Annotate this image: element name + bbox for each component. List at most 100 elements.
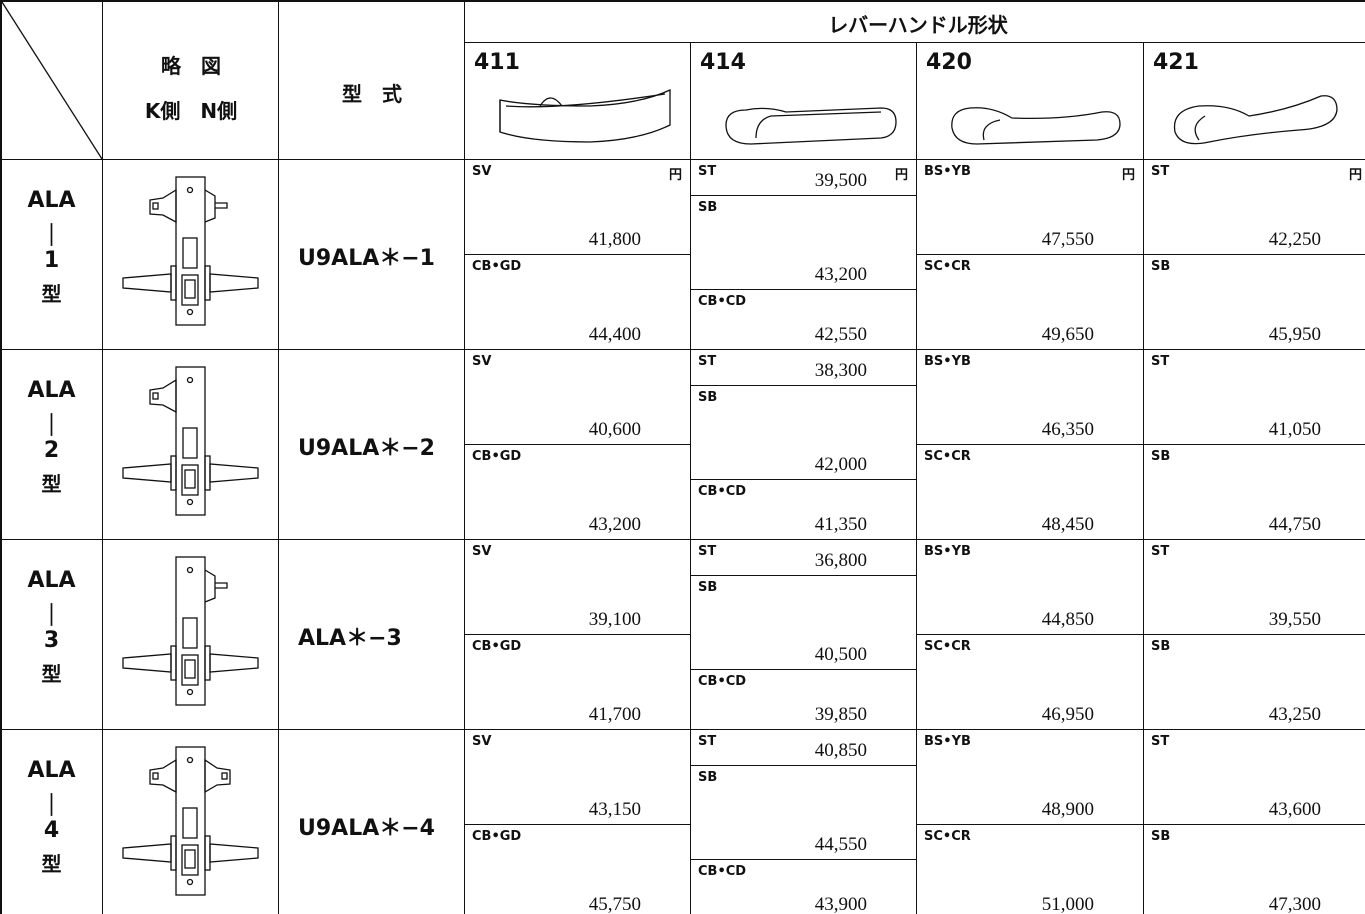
finish: ST bbox=[1151, 544, 1170, 559]
model-title: 型 式 bbox=[342, 82, 402, 106]
unit: 円 bbox=[1349, 168, 1363, 183]
lever-type-cell bbox=[1144, 43, 1365, 160]
price-cell bbox=[691, 386, 917, 480]
finish: ST bbox=[1151, 354, 1170, 369]
lock-sketch bbox=[122, 366, 259, 516]
price: 43,150 bbox=[588, 799, 641, 820]
finish: BS•YB bbox=[924, 164, 971, 179]
type-label: ｜ bbox=[40, 224, 63, 249]
type-label: 型 bbox=[41, 662, 62, 686]
price-cell bbox=[917, 730, 1144, 825]
type-label: 型 bbox=[41, 282, 62, 306]
sketch-cell bbox=[103, 730, 279, 914]
price-cell bbox=[917, 540, 1144, 635]
type-label: ALA bbox=[27, 378, 76, 403]
price-cell bbox=[465, 540, 691, 635]
type-cell bbox=[0, 160, 103, 350]
price: 49,650 bbox=[1041, 324, 1094, 345]
model-cell bbox=[279, 160, 465, 350]
finish: SC•CR bbox=[924, 829, 971, 844]
price-cell bbox=[1144, 635, 1365, 730]
price: 40,850 bbox=[814, 740, 867, 761]
price: 40,600 bbox=[588, 419, 641, 440]
price: 39,850 bbox=[814, 704, 867, 725]
finish: CB•GD bbox=[472, 829, 522, 844]
type-label: ALA bbox=[27, 568, 76, 593]
finish: CB•GD bbox=[472, 449, 522, 464]
price: 51,000 bbox=[1041, 894, 1094, 914]
price: 41,050 bbox=[1268, 419, 1321, 440]
sketch-title: 略 図 bbox=[161, 54, 221, 78]
model: U9ALA＊−1 bbox=[298, 246, 435, 271]
finish: CB•CD bbox=[698, 294, 747, 309]
price: 43,250 bbox=[1268, 704, 1321, 725]
price-cell bbox=[691, 766, 917, 860]
price: 47,550 bbox=[1041, 229, 1094, 250]
lock-sketch bbox=[122, 746, 259, 896]
price: 43,200 bbox=[588, 514, 641, 535]
corner-cell bbox=[0, 0, 103, 160]
price-cell bbox=[917, 825, 1144, 914]
finish: SB bbox=[698, 580, 718, 595]
finish: SB bbox=[1151, 639, 1171, 654]
price-cell bbox=[691, 160, 917, 196]
price: 41,350 bbox=[814, 514, 867, 535]
sketch-cell bbox=[103, 160, 279, 350]
unit: 円 bbox=[669, 168, 683, 183]
lever-image bbox=[725, 107, 897, 145]
price-cell bbox=[691, 196, 917, 290]
finish: SB bbox=[1151, 829, 1171, 844]
lever-image bbox=[1173, 95, 1338, 145]
price: 45,950 bbox=[1268, 324, 1321, 345]
price-cell bbox=[691, 576, 917, 670]
model-cell bbox=[279, 730, 465, 914]
type-label: ALA bbox=[27, 758, 76, 783]
price-cell bbox=[691, 730, 917, 766]
lever-type-cell bbox=[917, 43, 1144, 160]
finish: ST bbox=[698, 164, 717, 179]
finish: SB bbox=[698, 770, 718, 785]
model: ALA＊−3 bbox=[298, 626, 402, 651]
price-cell bbox=[465, 825, 691, 914]
type-label: ｜ bbox=[40, 794, 63, 819]
finish: SB bbox=[698, 390, 718, 405]
left-border bbox=[0, 0, 2, 914]
finish: BS•YB bbox=[924, 734, 971, 749]
finish: SV bbox=[472, 164, 492, 179]
lever-type: 411 bbox=[474, 50, 520, 75]
lever-type: 420 bbox=[926, 50, 972, 75]
corner-diagonal bbox=[1, 1, 103, 160]
finish: SV bbox=[472, 544, 492, 559]
price-cell bbox=[691, 670, 917, 730]
price: 44,400 bbox=[588, 324, 641, 345]
lock-sketch bbox=[122, 176, 259, 326]
lever-type: 421 bbox=[1153, 50, 1199, 75]
price-cell bbox=[691, 480, 917, 540]
type-label: 3 bbox=[43, 628, 60, 653]
price: 46,950 bbox=[1041, 704, 1094, 725]
sketch-cell bbox=[103, 540, 279, 730]
type-cell bbox=[0, 540, 103, 730]
price-cell bbox=[465, 445, 691, 540]
model-cell bbox=[279, 350, 465, 540]
price-cell bbox=[1144, 730, 1365, 825]
lock-sketch bbox=[122, 556, 259, 706]
finish: SC•CR bbox=[924, 259, 971, 274]
type-cell bbox=[0, 730, 103, 914]
price: 39,100 bbox=[588, 609, 641, 630]
price: 41,700 bbox=[588, 704, 641, 725]
sketch-sides: K側 N側 bbox=[144, 99, 238, 123]
lever-image bbox=[499, 88, 671, 143]
finish: SV bbox=[472, 734, 492, 749]
price-cell bbox=[1144, 160, 1365, 255]
price: 39,500 bbox=[814, 170, 867, 191]
price-cell bbox=[465, 160, 691, 255]
model-header bbox=[279, 0, 465, 160]
sketch-cell bbox=[103, 350, 279, 540]
type-label: 2 bbox=[43, 438, 60, 463]
price: 44,750 bbox=[1268, 514, 1321, 535]
price-cell bbox=[691, 350, 917, 386]
finish: SC•CR bbox=[924, 639, 971, 654]
price: 42,250 bbox=[1268, 229, 1321, 250]
model: U9ALA＊−4 bbox=[298, 816, 435, 841]
